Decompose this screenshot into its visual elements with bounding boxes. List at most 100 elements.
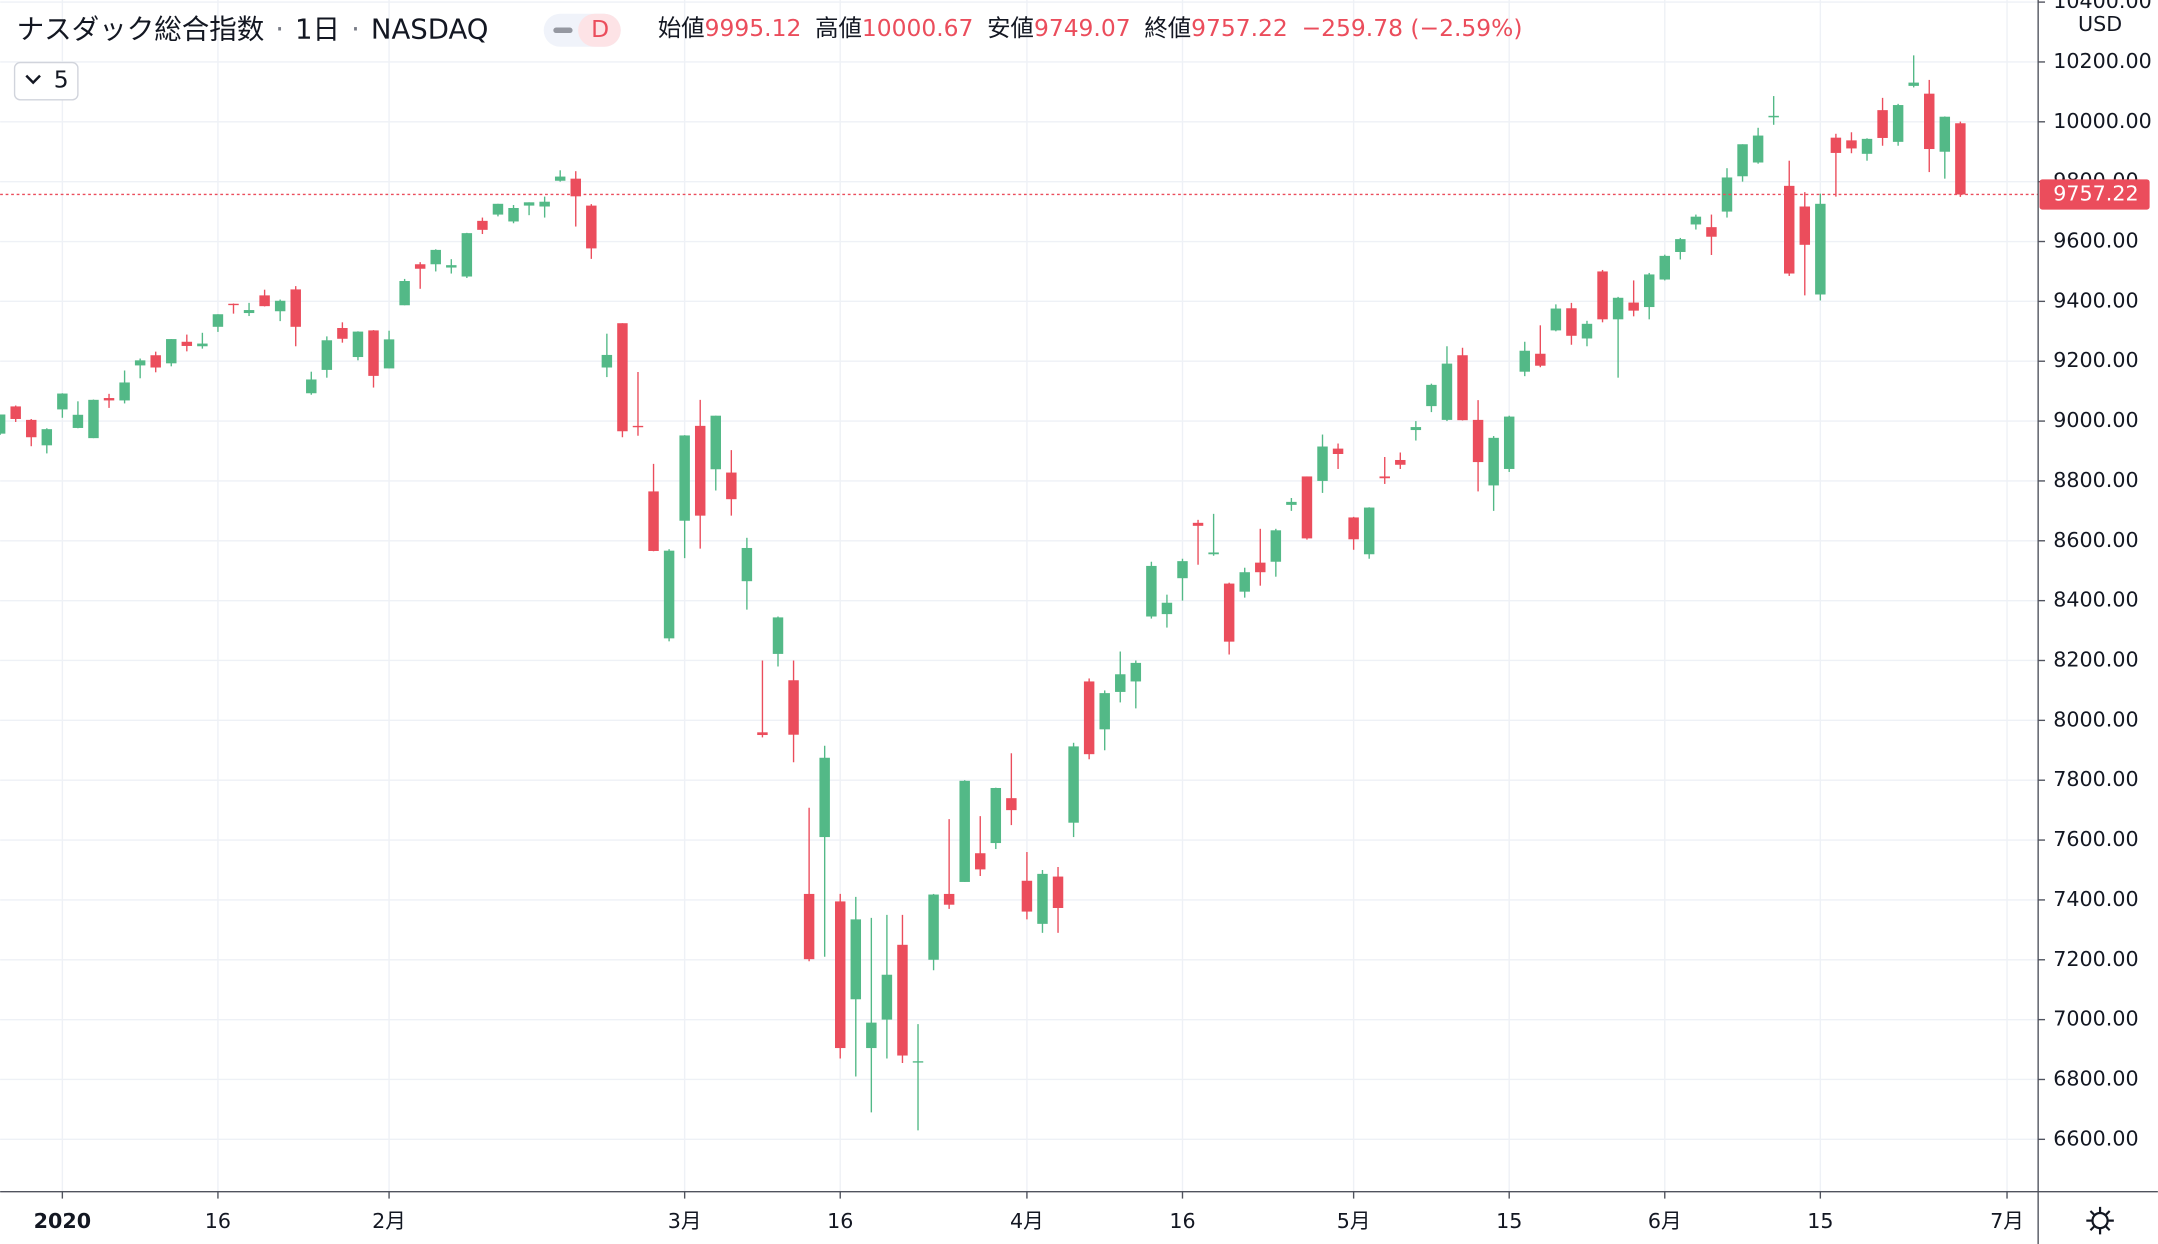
- candle-body: [1083, 681, 1095, 755]
- y-tick-label: 9200.00: [2053, 348, 2138, 372]
- axes: 6600.00 6800.00 7000.00 7200.00 7400.00 7600.…: [34, 0, 2152, 1233]
- candle-body: [1783, 185, 1795, 274]
- candle-body: [1208, 552, 1219, 555]
- candle-body: [1332, 448, 1344, 454]
- currency-box: [2064, 8, 2136, 39]
- ohlc-label: 高値: [815, 13, 862, 41]
- toggle-button[interactable]: [13, 61, 79, 101]
- interval: 1日: [295, 13, 340, 45]
- candle-body: [975, 853, 986, 870]
- candle-body: [1706, 227, 1717, 237]
- candle-body: [1519, 350, 1530, 372]
- candle-body: [1146, 565, 1157, 617]
- candle-body: [1612, 297, 1624, 320]
- candle-body: [866, 1022, 877, 1049]
- candle-body: [1892, 105, 1904, 142]
- candle-body: [1550, 308, 1562, 331]
- x-tick-label: 2月: [372, 1209, 406, 1233]
- candle-body: [1021, 880, 1033, 912]
- y-tick-label: 9600.00: [2053, 229, 2138, 253]
- y-tick-label: 10200.00: [2053, 49, 2151, 73]
- x-tick-label: 16: [205, 1209, 231, 1233]
- candle-body: [290, 289, 301, 327]
- candle-body: [570, 178, 581, 197]
- symbol-title: ナスダック総合指数 · 1日 · NASDAQ: [17, 13, 489, 45]
- x-tick-label: 15: [1496, 1209, 1522, 1233]
- candle-body: [1675, 239, 1686, 252]
- candle-body: [648, 491, 659, 551]
- candle-body: [0, 414, 6, 434]
- x-tick-label: 16: [1169, 1209, 1195, 1233]
- x-tick-label: 16: [827, 1209, 853, 1233]
- candle-body: [554, 176, 566, 181]
- indicator-toggle[interactable]: 5: [13, 61, 79, 101]
- candle-body: [1472, 419, 1484, 463]
- candle-body: [26, 419, 37, 438]
- candle-body: [601, 354, 613, 368]
- candle-body: [368, 330, 379, 376]
- candle-body: [1286, 501, 1297, 505]
- candle-body: [1939, 116, 1951, 152]
- y-tick-label: 7000.00: [2053, 1007, 2138, 1031]
- candle-body: [741, 547, 753, 582]
- candle-body: [1426, 384, 1437, 407]
- candle-body: [1301, 476, 1313, 539]
- candle-body: [881, 974, 893, 1020]
- candle-body: [1581, 323, 1593, 339]
- change: −259.78 (−2.59%): [1302, 13, 1523, 41]
- candle-body: [912, 1061, 924, 1063]
- candle-body: [1643, 274, 1655, 308]
- candle-body: [1566, 308, 1577, 336]
- ohlc-value: 10000.67: [862, 13, 974, 41]
- x-tick-label: 2020: [34, 1209, 91, 1233]
- candle-body: [710, 415, 722, 470]
- candle-body: [1628, 302, 1639, 311]
- separator: ·: [275, 13, 284, 45]
- candle-body: [803, 893, 815, 960]
- y-tick-label: 9000.00: [2053, 408, 2138, 432]
- candle-body: [1690, 216, 1702, 225]
- x-tick-label: 5月: [1337, 1209, 1371, 1233]
- candle-body: [1363, 507, 1375, 555]
- candle-body: [539, 201, 550, 207]
- exchange: NASDAQ: [371, 13, 489, 45]
- candle-body: [1223, 583, 1235, 642]
- last-price-label: 9757.22: [2053, 181, 2138, 205]
- candle-body: [1006, 798, 1017, 811]
- candle-body: [181, 341, 193, 346]
- candle-body: [1270, 530, 1282, 562]
- candle-body: [1503, 416, 1515, 469]
- candle-body: [1161, 602, 1173, 615]
- ohlc-label: 終値: [1144, 13, 1191, 41]
- y-tick-label: 7600.00: [2053, 827, 2138, 851]
- candle-body: [103, 398, 115, 401]
- separator: ·: [351, 13, 360, 45]
- candle-body: [1908, 82, 1919, 86]
- candle-body: [1115, 674, 1126, 692]
- candle-body: [1348, 517, 1359, 540]
- candle-body: [1099, 693, 1110, 730]
- candle-body: [1410, 427, 1422, 431]
- settings-icon[interactable]: [2086, 1206, 2114, 1235]
- candle-body: [694, 425, 706, 516]
- candle-body: [352, 331, 364, 358]
- candle-body: [990, 787, 1002, 844]
- candle-body: [243, 310, 255, 314]
- candle-body: [1052, 876, 1064, 908]
- candle-body: [166, 339, 177, 364]
- candle-body: [430, 249, 441, 265]
- candle-body: [726, 472, 737, 500]
- plot-area: [0, 0, 2039, 1192]
- x-tick-label: 7月: [1990, 1209, 2024, 1233]
- candle-body: [1192, 522, 1204, 526]
- candle-body: [679, 435, 690, 521]
- chevron-icon: [25, 74, 41, 85]
- y-tick-label: 7400.00: [2053, 887, 2138, 911]
- candle-body: [1317, 446, 1328, 481]
- candle-body: [959, 780, 970, 882]
- candle-body: [1861, 138, 1873, 154]
- ohlc-value: 9749.07: [1034, 13, 1131, 41]
- candle-body: [1255, 562, 1266, 573]
